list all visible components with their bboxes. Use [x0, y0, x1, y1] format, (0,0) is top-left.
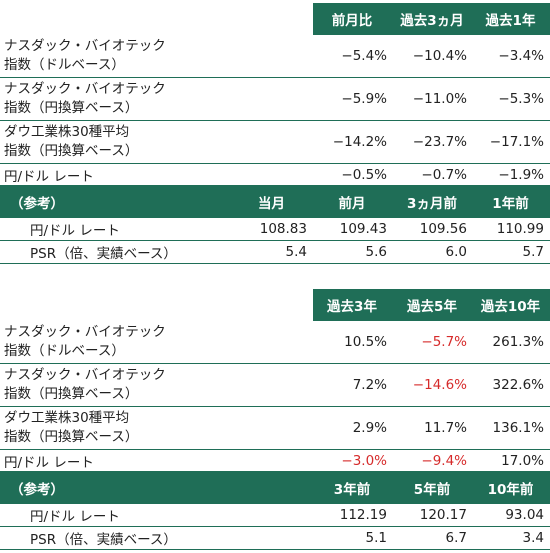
row-label: PSR（倍、実績ベース）: [0, 526, 232, 550]
value-cell: −23.7%: [393, 120, 473, 164]
header-blank-cell: [0, 289, 232, 321]
column-header: 前月比: [313, 3, 393, 35]
row-label: ダウ工業株30種平均 指数（円換算ベース）: [0, 120, 232, 164]
table-row: 円/ドル レート 108.83 109.43 109.56 110.99: [0, 218, 550, 241]
table-row: 円/ドル レート −3.0% −9.4% 17.0%: [0, 449, 550, 472]
table-row: PSR（倍、実績ベース） 5.4 5.6 6.0 5.7: [0, 240, 550, 264]
header-blank-cell: [232, 289, 313, 321]
value-cell: 93.04: [473, 504, 550, 527]
value-cell: −5.3%: [473, 77, 550, 121]
table-row: ナスダック・バイオテック 指数（ドルベース） −5.4% −10.4% −3.4%: [0, 35, 550, 78]
reference-header-label: （参考）: [0, 185, 232, 218]
empty-cell: [232, 120, 313, 164]
value-cell: −17.1%: [473, 120, 550, 164]
value-cell: −14.6%: [393, 363, 473, 407]
column-header: 10年前: [473, 471, 550, 504]
value-cell: 11.7%: [393, 406, 473, 450]
reference-header-row: （参考） 3年前 5年前 10年前: [0, 471, 550, 504]
empty-cell: [232, 163, 313, 186]
value-cell: 110.99: [473, 218, 550, 241]
table-row: ナスダック・バイオテック 指数（円換算ベース） 7.2% −14.6% 322.6…: [0, 363, 550, 407]
value-cell: −10.4%: [393, 35, 473, 78]
header-blank-cell: [232, 3, 313, 35]
value-cell: −0.5%: [313, 163, 393, 186]
column-header: 5年前: [393, 471, 473, 504]
row-label: ナスダック・バイオテック 指数（円換算ベース）: [0, 77, 232, 121]
row-label: ナスダック・バイオテック 指数（円換算ベース）: [0, 363, 232, 407]
column-header: 過去10年: [473, 289, 550, 321]
value-cell: 112.19: [313, 504, 393, 527]
value-cell: 10.5%: [313, 321, 393, 364]
value-cell: 5.7: [473, 240, 550, 264]
value-cell: 7.2%: [313, 363, 393, 407]
column-header: 過去3年: [313, 289, 393, 321]
value-cell: −14.2%: [313, 120, 393, 164]
empty-cell: [232, 77, 313, 121]
column-header: 3ヵ月前: [393, 185, 473, 218]
performance-table-short-term: 前月比 過去3ヵ月 過去1年 ナスダック・バイオテック 指数（ドルベース） −5.…: [0, 3, 550, 264]
empty-cell: [232, 526, 313, 550]
value-cell: 109.43: [313, 218, 393, 241]
table-row: ナスダック・バイオテック 指数（ドルベース） 10.5% −5.7% 261.3%: [0, 321, 550, 364]
performance-table-long-term: 過去3年 過去5年 過去10年 ナスダック・バイオテック 指数（ドルベース） 10…: [0, 289, 550, 550]
column-header: 前月: [313, 185, 393, 218]
empty-cell: [232, 406, 313, 450]
value-cell: 17.0%: [473, 449, 550, 472]
row-label: PSR（倍、実績ベース）: [0, 240, 232, 264]
value-cell: 2.9%: [313, 406, 393, 450]
column-header: 過去5年: [393, 289, 473, 321]
empty-cell: [232, 35, 313, 78]
value-cell: −5.9%: [313, 77, 393, 121]
value-cell: −3.0%: [313, 449, 393, 472]
column-header: 3年前: [313, 471, 393, 504]
empty-cell: [232, 449, 313, 472]
table-row: PSR（倍、実績ベース） 5.1 6.7 3.4: [0, 526, 550, 550]
reference-header-row: （参考） 当月 前月 3ヵ月前 1年前: [0, 185, 550, 218]
value-cell: 261.3%: [473, 321, 550, 364]
value-cell: −0.7%: [393, 163, 473, 186]
header-blank-cell: [232, 471, 313, 504]
header-blank-cell: [0, 3, 232, 35]
row-label: 円/ドル レート: [0, 449, 232, 472]
column-header: 当月: [232, 185, 313, 218]
value-cell: −5.7%: [393, 321, 473, 364]
row-label: ナスダック・バイオテック 指数（ドルベース）: [0, 321, 232, 364]
value-cell: 3.4: [473, 526, 550, 550]
table-row: ダウ工業株30種平均 指数（円換算ベース） −14.2% −23.7% −17.1…: [0, 120, 550, 164]
reference-header-label: （参考）: [0, 471, 232, 504]
column-header: 1年前: [473, 185, 550, 218]
value-cell: −9.4%: [393, 449, 473, 472]
value-cell: 5.4: [232, 240, 313, 264]
empty-cell: [232, 504, 313, 527]
table-row: ダウ工業株30種平均 指数（円換算ベース） 2.9% 11.7% 136.1%: [0, 406, 550, 450]
value-cell: 5.6: [313, 240, 393, 264]
row-label: 円/ドル レート: [0, 163, 232, 186]
row-label: 円/ドル レート: [0, 504, 232, 527]
table-header-row: 前月比 過去3ヵ月 過去1年: [0, 3, 550, 35]
table-row: 円/ドル レート 112.19 120.17 93.04: [0, 504, 550, 527]
value-cell: 322.6%: [473, 363, 550, 407]
value-cell: −5.4%: [313, 35, 393, 78]
row-label: ナスダック・バイオテック 指数（ドルベース）: [0, 35, 232, 78]
table-row: 円/ドル レート −0.5% −0.7% −1.9%: [0, 163, 550, 186]
empty-cell: [232, 363, 313, 407]
value-cell: 108.83: [232, 218, 313, 241]
value-cell: −1.9%: [473, 163, 550, 186]
value-cell: 109.56: [393, 218, 473, 241]
value-cell: 6.7: [393, 526, 473, 550]
empty-cell: [232, 321, 313, 364]
value-cell: 5.1: [313, 526, 393, 550]
row-label: ダウ工業株30種平均 指数（円換算ベース）: [0, 406, 232, 450]
table-row: ナスダック・バイオテック 指数（円換算ベース） −5.9% −11.0% −5.3…: [0, 77, 550, 121]
column-header: 過去1年: [473, 3, 550, 35]
value-cell: 136.1%: [473, 406, 550, 450]
table-header-row: 過去3年 過去5年 過去10年: [0, 289, 550, 321]
value-cell: 6.0: [393, 240, 473, 264]
row-label: 円/ドル レート: [0, 218, 232, 241]
value-cell: 120.17: [393, 504, 473, 527]
value-cell: −11.0%: [393, 77, 473, 121]
value-cell: −3.4%: [473, 35, 550, 78]
column-header: 過去3ヵ月: [393, 3, 473, 35]
